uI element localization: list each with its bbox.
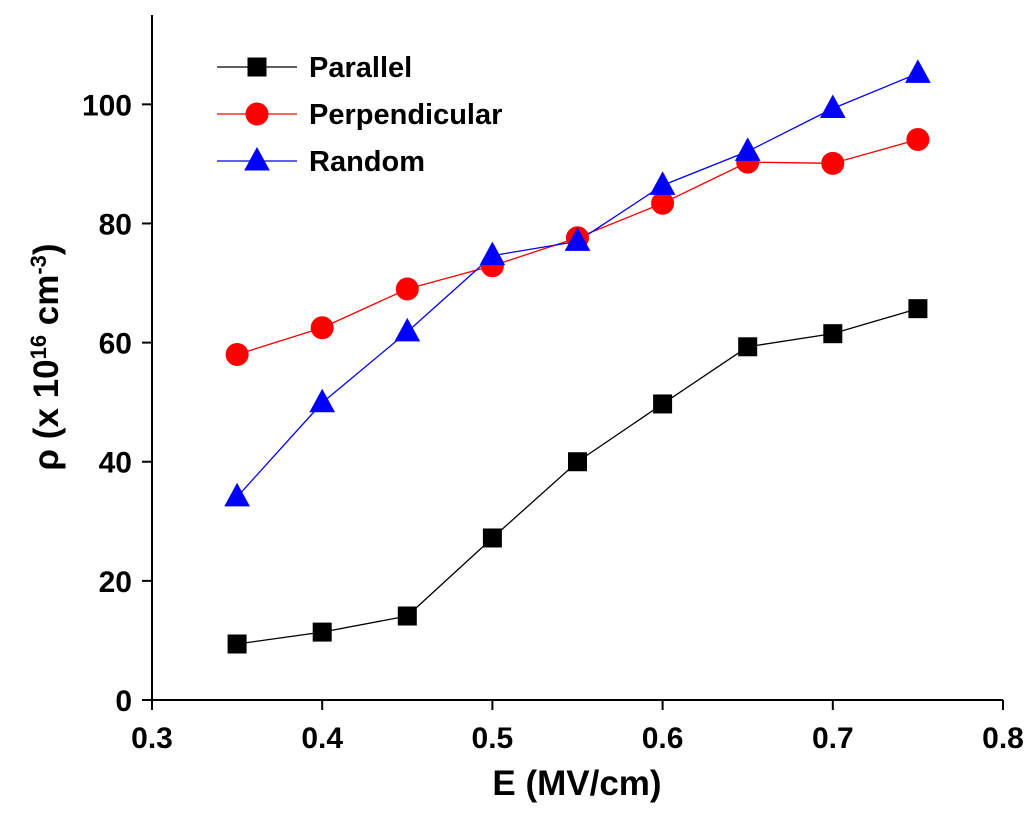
y-tick-label: 60: [99, 328, 132, 361]
series-line: [237, 308, 919, 645]
marker: [649, 171, 676, 195]
marker: [823, 324, 843, 344]
legend-marker: [245, 102, 269, 126]
y-axis-label-part: cm: [27, 275, 66, 335]
marker: [819, 94, 846, 119]
marker: [906, 127, 930, 151]
marker: [312, 622, 332, 642]
marker: [568, 452, 587, 472]
y-axis-label: ρ (x 1016 cm-3): [26, 243, 67, 470]
x-tick-label: 0.6: [642, 722, 684, 755]
y-tick-label: 40: [99, 447, 132, 480]
x-tick-label: 0.8: [982, 722, 1024, 755]
x-tick-label: 0.3: [131, 722, 173, 755]
marker: [395, 277, 419, 301]
marker: [738, 337, 758, 357]
x-tick-label: 0.7: [812, 722, 854, 755]
legend-label: Parallel: [309, 52, 412, 84]
y-tick-label: 0: [115, 685, 132, 718]
marker: [651, 191, 675, 215]
y-axis-label-part: ): [27, 243, 66, 255]
y-axis-label-part: 16: [26, 335, 51, 359]
marker: [227, 634, 247, 654]
marker: [394, 317, 421, 342]
x-axis-label: E (MV/cm): [492, 764, 661, 803]
marker: [908, 299, 928, 319]
marker: [310, 316, 334, 340]
marker: [224, 482, 250, 507]
x-tick-label: 0.4: [301, 722, 343, 755]
y-tick-label: 80: [99, 208, 132, 241]
marker: [479, 241, 506, 266]
y-tick-label: 20: [99, 566, 132, 599]
series-line: [236, 72, 919, 498]
marker: [653, 394, 673, 414]
marker: [821, 151, 845, 175]
marker: [564, 227, 591, 251]
x-tick-label: 0.5: [472, 722, 514, 755]
legend-label: Perpendicular: [309, 99, 502, 131]
legend-marker: [247, 57, 267, 77]
y-tick-label: 100: [82, 89, 132, 122]
y-axis-label-part: -3: [26, 255, 51, 275]
marker: [309, 388, 336, 413]
legend-marker: [244, 146, 270, 171]
marker: [734, 137, 761, 161]
y-axis-label-part: ρ (x 10: [27, 359, 66, 470]
legend-label: Random: [309, 146, 425, 178]
marker: [225, 343, 249, 367]
marker: [397, 606, 417, 626]
marker: [482, 528, 502, 548]
marker: [905, 59, 931, 83]
